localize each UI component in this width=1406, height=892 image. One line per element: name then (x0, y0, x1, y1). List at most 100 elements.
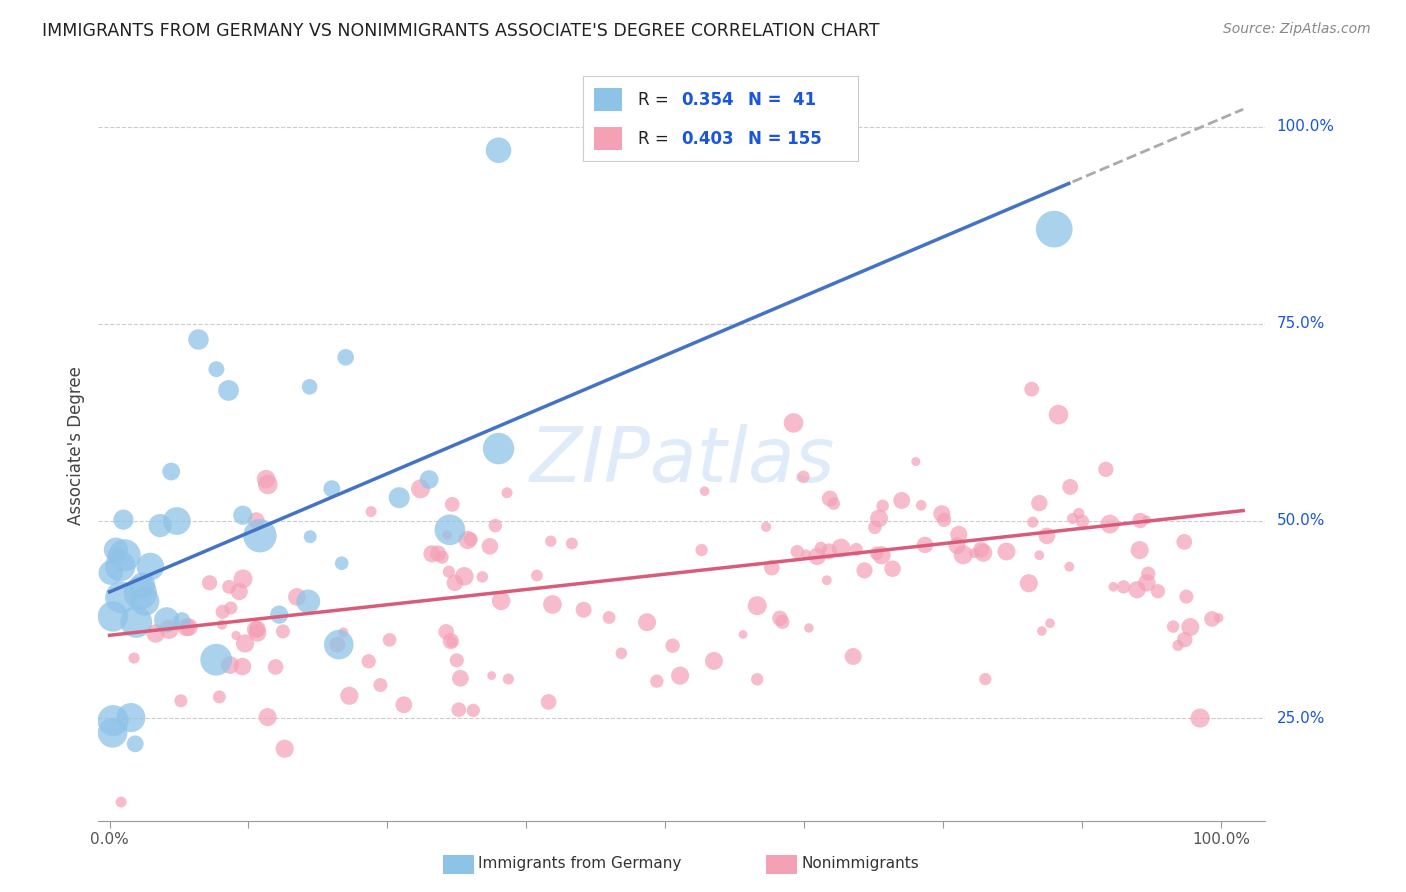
Point (256, 477, 278, 491)
Point (1095, 462, 1118, 476)
Point (890, 493, 912, 508)
Point (139, 559, 162, 574)
Point (418, 473, 440, 487)
Point (598, 610, 620, 624)
Point (782, 416, 804, 430)
Point (636, 615, 658, 630)
Point (285, 590, 308, 604)
Point (219, 658, 242, 673)
Point (357, 654, 380, 668)
Text: ZIPatlas: ZIPatlas (529, 424, 835, 498)
Point (447, 703, 470, 717)
Point (120, 710, 142, 724)
Point (561, 536, 583, 550)
Point (853, 563, 876, 577)
Point (488, 442, 510, 456)
Point (134, 594, 156, 608)
Point (273, 741, 295, 756)
Point (1039, 616, 1062, 631)
Text: 75.0%: 75.0% (1277, 317, 1324, 331)
Point (254, 472, 277, 486)
Point (845, 542, 868, 557)
Point (245, 623, 267, 637)
Point (818, 544, 841, 558)
Point (297, 594, 319, 608)
Point (703, 654, 725, 668)
Point (610, 646, 633, 660)
Point (440, 635, 463, 649)
Point (823, 497, 845, 511)
Bar (595, 87, 621, 112)
Point (1208, 611, 1230, 625)
Point (489, 594, 512, 608)
Point (156, 613, 179, 627)
Point (946, 539, 969, 553)
Point (218, 384, 240, 398)
Y-axis label: Associate's Degree: Associate's Degree (66, 367, 84, 525)
Point (378, 632, 401, 647)
Point (211, 605, 233, 619)
Point (330, 556, 353, 570)
Point (231, 659, 253, 673)
Point (770, 615, 793, 629)
Text: 0.403: 0.403 (681, 129, 734, 147)
Point (176, 620, 198, 634)
Point (124, 737, 146, 751)
Point (101, 726, 124, 740)
Point (1112, 580, 1135, 594)
Point (335, 351, 357, 365)
Point (211, 617, 233, 632)
Point (540, 534, 562, 549)
Point (1201, 612, 1223, 626)
Point (392, 698, 415, 712)
Point (1098, 516, 1121, 531)
Point (830, 541, 852, 555)
Point (1173, 535, 1195, 549)
Point (129, 586, 152, 600)
Point (731, 627, 754, 641)
Point (904, 454, 927, 468)
Point (1174, 632, 1197, 647)
Point (409, 482, 432, 496)
Point (264, 660, 287, 674)
Point (792, 470, 814, 484)
Text: Source: ZipAtlas.com: Source: ZipAtlas.com (1223, 22, 1371, 37)
Point (170, 694, 193, 708)
Point (218, 580, 240, 594)
Point (420, 547, 443, 561)
Point (755, 520, 778, 534)
Text: N = 155: N = 155 (748, 129, 821, 147)
Point (761, 560, 783, 574)
Point (806, 549, 828, 564)
Point (1028, 496, 1050, 510)
Point (328, 638, 350, 652)
Point (1047, 408, 1070, 422)
Point (437, 565, 460, 579)
Point (910, 498, 932, 512)
Point (332, 625, 354, 640)
Text: Nonimmigrants: Nonimmigrants (801, 856, 920, 871)
Point (360, 505, 382, 519)
Text: 50.0%: 50.0% (1277, 514, 1324, 528)
Point (786, 544, 808, 558)
Point (145, 626, 167, 640)
Point (388, 491, 411, 505)
Point (441, 497, 464, 511)
Point (246, 622, 269, 636)
Text: Immigrants from Germany: Immigrants from Germany (478, 856, 682, 871)
Point (661, 639, 683, 653)
Point (872, 499, 894, 513)
Point (205, 362, 228, 376)
Point (868, 511, 890, 525)
Point (256, 710, 278, 724)
Point (187, 333, 209, 347)
Point (249, 529, 271, 543)
Point (269, 607, 291, 622)
Point (794, 547, 817, 561)
Point (914, 538, 936, 552)
Point (1062, 511, 1084, 525)
Point (1161, 619, 1184, 633)
Point (481, 668, 503, 682)
Point (434, 624, 457, 639)
Point (1022, 515, 1045, 529)
